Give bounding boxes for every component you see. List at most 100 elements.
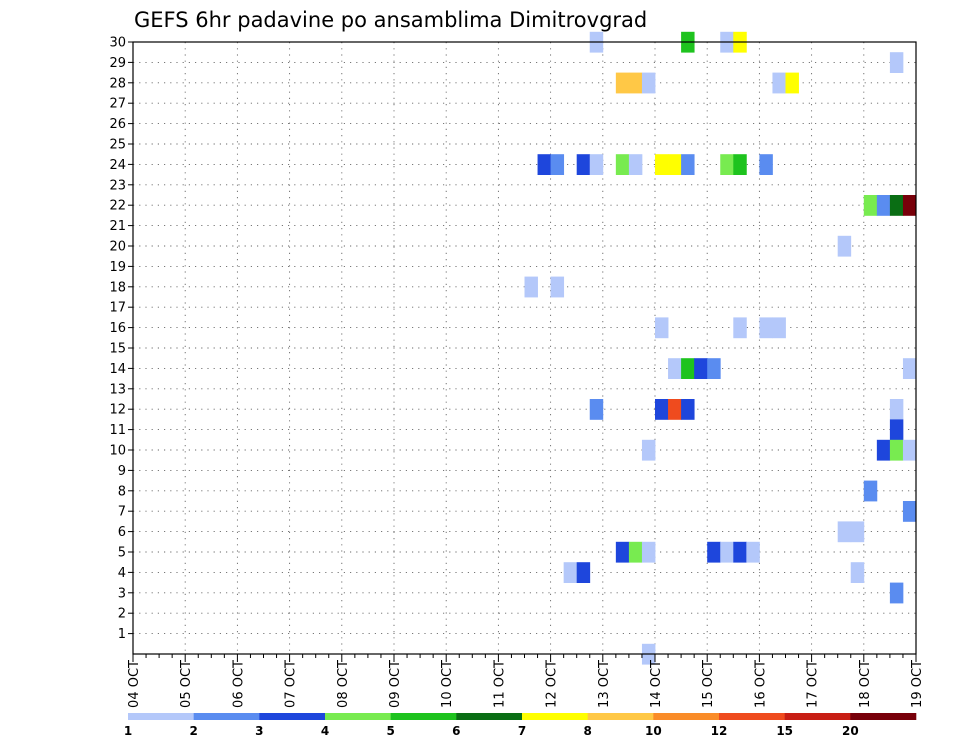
x-tick-label: 17 OCT (806, 660, 821, 708)
y-tick-label: 20 (109, 240, 126, 255)
x-tick-label: 12 OCT (545, 660, 560, 708)
precip-cell (863, 480, 878, 502)
x-tick-label: 10 OCT (440, 660, 455, 708)
y-tick-label: 21 (109, 219, 126, 234)
precip-cell (889, 582, 904, 604)
colorbar-label: 8 (583, 724, 591, 738)
colorbar-label: 5 (386, 724, 394, 738)
colorbar-label: 15 (776, 724, 793, 738)
precip-cell (655, 154, 669, 175)
y-tick-label: 11 (109, 423, 126, 438)
colorbar-segment (456, 713, 523, 720)
y-tick-label: 12 (109, 403, 126, 418)
precip-cell (850, 521, 865, 543)
colorbar-label: 2 (189, 724, 197, 738)
colorbar-segment (193, 713, 260, 720)
y-tick-label: 25 (109, 138, 126, 153)
precip-cell (889, 439, 904, 461)
colorbar-segment (587, 713, 654, 720)
y-tick-label: 27 (109, 97, 126, 112)
y-tick-label: 2 (118, 607, 126, 622)
y-tick-label: 29 (109, 56, 126, 71)
y-tick-label: 30 (109, 36, 126, 51)
colorbar-label: 4 (321, 724, 329, 738)
precip-cell (902, 358, 917, 379)
precip-cell (707, 541, 721, 563)
chart-title: GEFS 6hr padavine po ansamblima Dimitrov… (134, 8, 647, 32)
precip-cell (902, 439, 917, 461)
colorbar-segment (850, 713, 917, 720)
y-tick-label: 13 (109, 382, 126, 397)
precip-cell (707, 358, 721, 379)
precip-cell (537, 154, 551, 175)
precip-cell (772, 72, 786, 94)
x-tick-label: 13 OCT (597, 660, 612, 708)
precip-cell (628, 72, 643, 94)
precip-cell (876, 195, 891, 216)
precip-cell (889, 52, 904, 73)
y-tick-label: 14 (109, 362, 126, 377)
precip-cell (889, 419, 904, 441)
colorbar-segment (522, 713, 588, 720)
colorbar-segment (325, 713, 391, 720)
x-tick-label: 09 OCT (388, 660, 403, 708)
precip-cell (694, 358, 708, 379)
y-tick-label: 6 (118, 525, 126, 540)
precip-cell (889, 195, 904, 216)
x-tick-label: 16 OCT (753, 660, 768, 708)
precip-cell (902, 501, 917, 522)
y-tick-label: 17 (109, 301, 126, 316)
y-tick-label: 28 (109, 76, 126, 91)
precip-cell (720, 154, 734, 175)
precip-cell (681, 154, 695, 175)
precip-cell (785, 72, 799, 94)
precip-cell (563, 562, 578, 583)
y-axis: 1234567891011121314151617181920212223242… (109, 36, 133, 642)
y-tick-label: 4 (118, 566, 126, 581)
precip-cell (733, 541, 747, 563)
precip-cell (837, 521, 852, 543)
y-tick-label: 23 (109, 178, 126, 193)
precip-cell (615, 541, 630, 563)
colorbar-label: 1 (124, 724, 132, 738)
precip-cell (628, 154, 643, 175)
precip-cell (641, 439, 656, 461)
precip-cell (550, 154, 565, 175)
colorbar-label: 3 (255, 724, 263, 738)
y-tick-label: 18 (109, 280, 126, 295)
colorbar: 1 2 3 4 5 6 7 8 10 12 15 20 (124, 713, 917, 738)
y-tick-label: 3 (118, 586, 126, 601)
colorbar-label: 20 (842, 724, 859, 738)
precip-cell (759, 154, 773, 175)
precip-cell (655, 317, 669, 339)
precip-cell (837, 235, 852, 257)
precip-cell (889, 399, 904, 420)
x-tick-label: 11 OCT (492, 660, 507, 708)
precip-cell (628, 541, 643, 563)
y-tick-label: 26 (109, 117, 126, 132)
colorbar-segment (128, 713, 194, 720)
precip-cell (576, 154, 591, 175)
precip-cell (902, 195, 917, 216)
precip-cell (772, 317, 786, 339)
y-tick-label: 19 (109, 260, 126, 275)
x-tick-label: 07 OCT (284, 660, 299, 708)
x-tick-label: 05 OCT (179, 660, 194, 708)
precip-cell (524, 276, 538, 298)
y-tick-label: 5 (118, 546, 126, 561)
colorbar-segment (784, 713, 851, 720)
precip-cell (641, 72, 656, 94)
x-tick-label: 08 OCT (336, 660, 351, 708)
colorbar-label: 7 (518, 724, 526, 738)
precip-cell (668, 399, 682, 420)
precip-cell (589, 399, 604, 420)
precip-cell (720, 541, 734, 563)
data-cells (524, 31, 917, 665)
colorbar-label: 6 (452, 724, 460, 738)
precip-cell (576, 562, 591, 583)
precip-cell (655, 399, 669, 420)
precip-cell (863, 195, 878, 216)
colorbar-label: 12 (711, 724, 728, 738)
x-tick-label: 19 OCT (910, 660, 925, 708)
